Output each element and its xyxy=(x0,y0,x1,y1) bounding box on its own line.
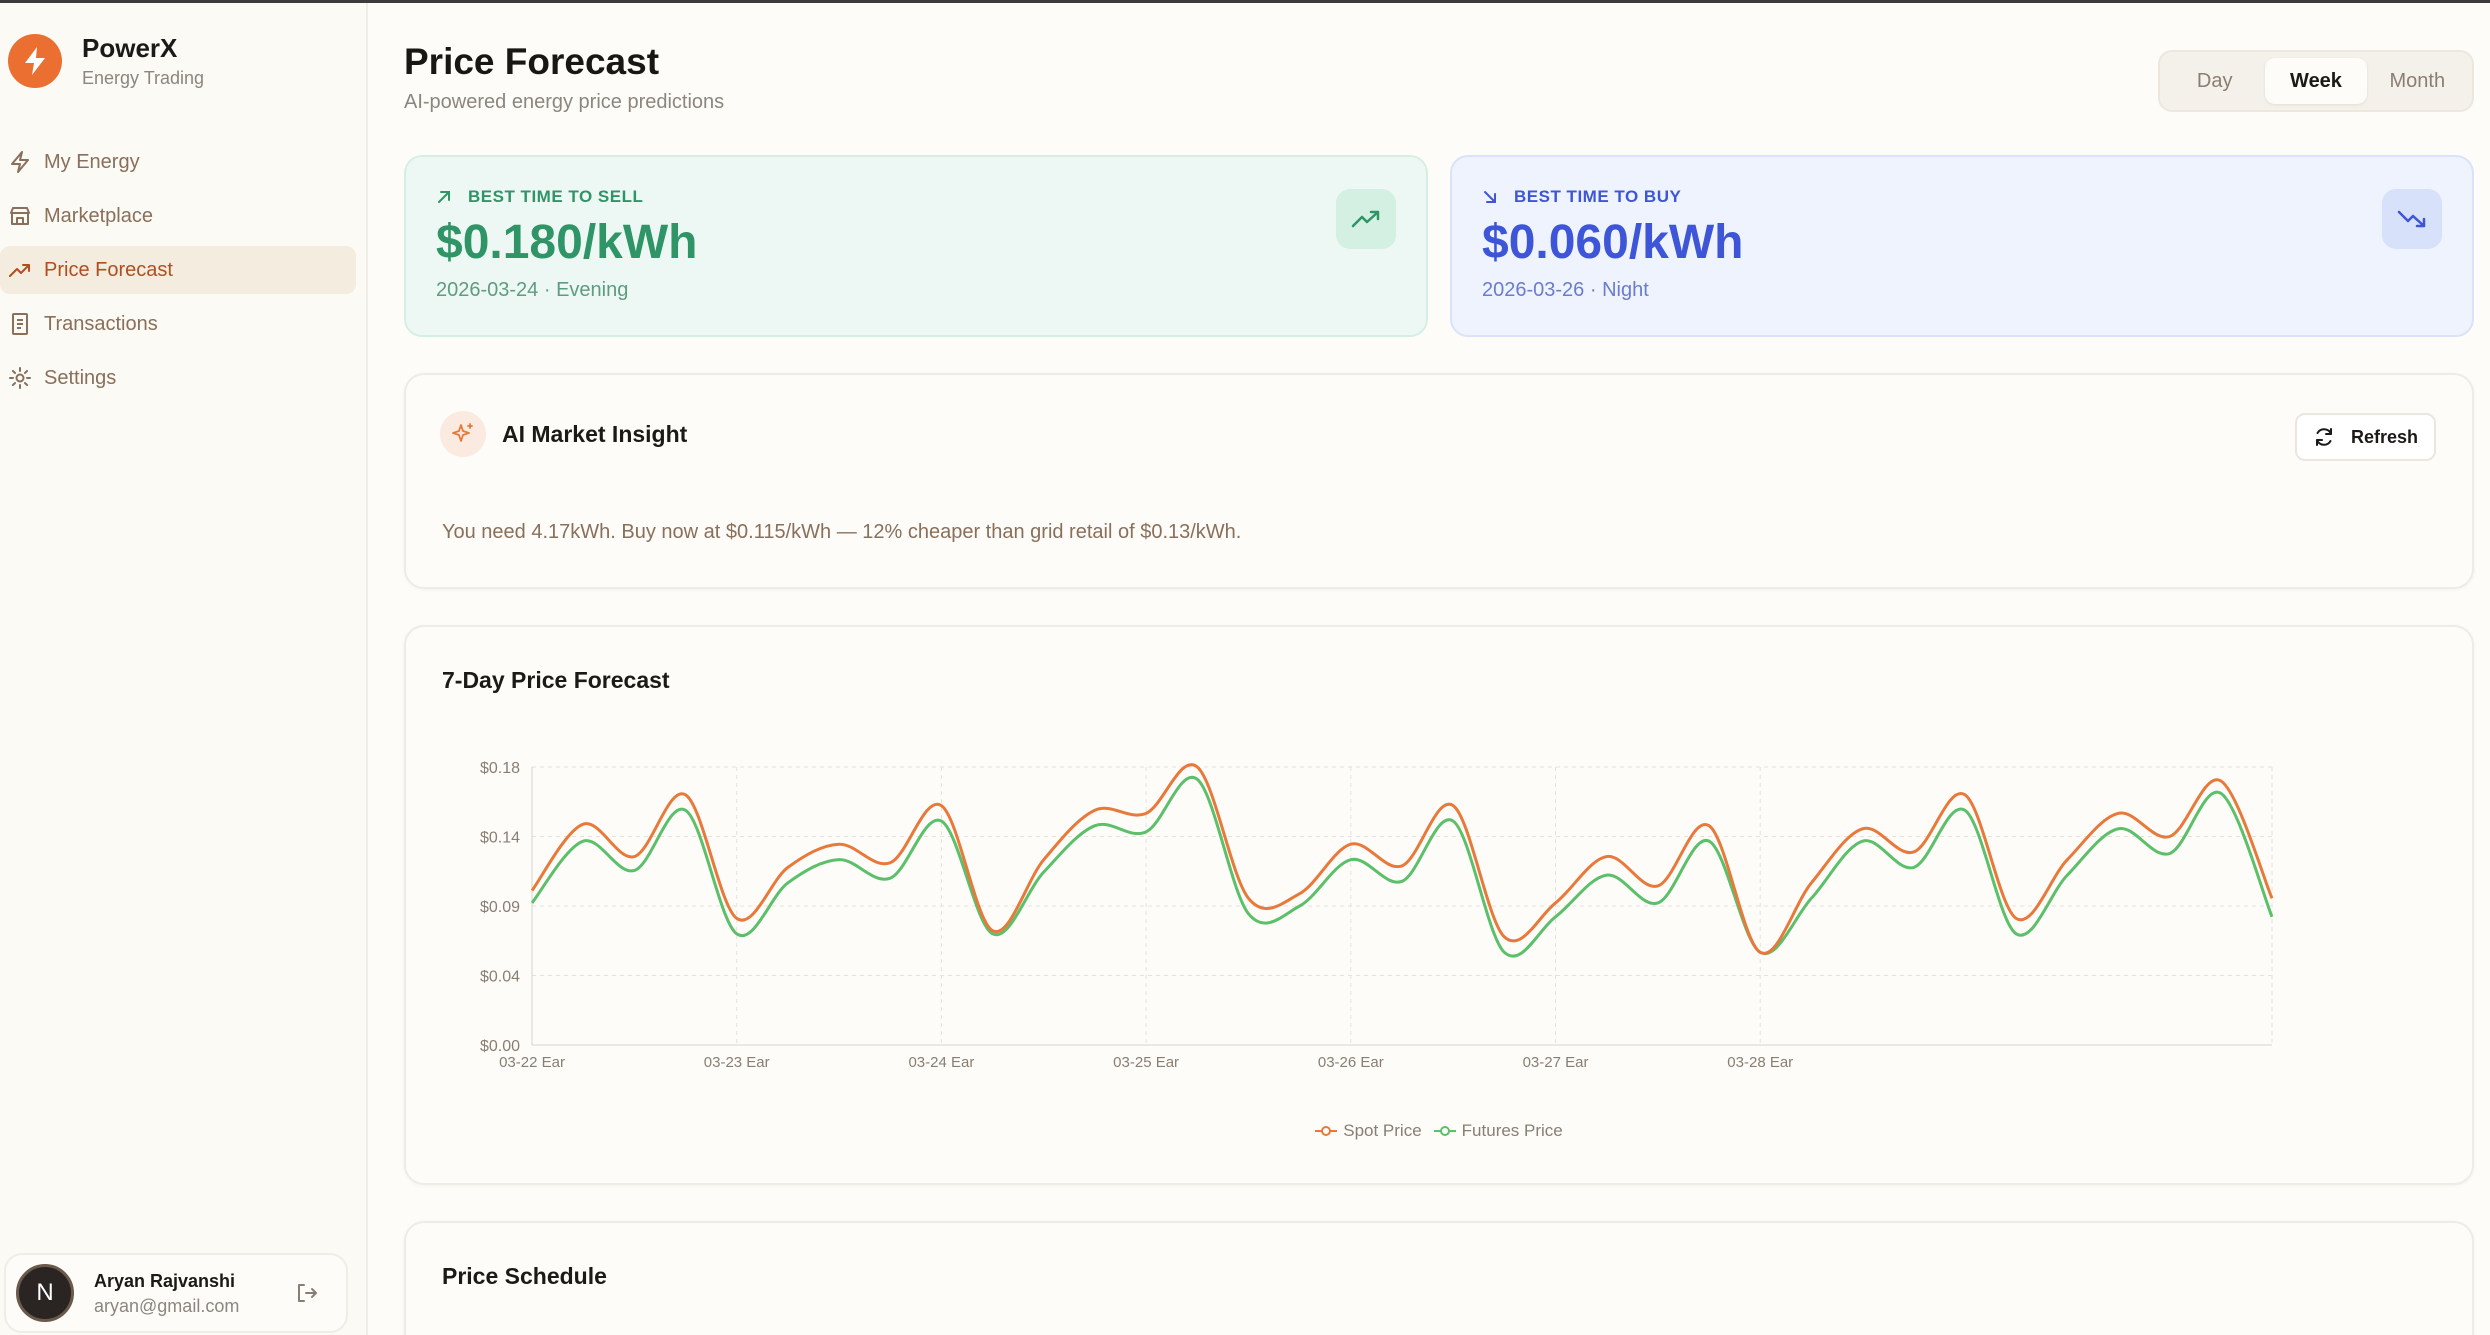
page-title: Price Forecast xyxy=(404,41,660,82)
brand-subtitle: Energy Trading xyxy=(82,68,205,88)
best-buy-card: BEST TIME TO BUY $0.060/kWh 2026-03-26 ·… xyxy=(1450,155,2474,337)
range-tab-month[interactable]: Month xyxy=(2389,70,2446,92)
x-tick-label: 03-22 Ear xyxy=(499,1054,565,1071)
x-tick-label: 03-27 Ear xyxy=(1523,1054,1589,1071)
sidebar-item-label: Settings xyxy=(44,366,117,389)
insight-text: You need 4.17kWh. Buy now at $0.115/kWh … xyxy=(442,521,1242,543)
page-subtitle: AI-powered energy price predictions xyxy=(404,91,725,113)
receipt-icon xyxy=(8,312,32,336)
refresh-label: Refresh xyxy=(2350,426,2418,447)
trend-down-icon xyxy=(2382,189,2442,249)
x-tick-label: 03-24 Ear xyxy=(908,1054,974,1071)
y-tick-label: $0.09 xyxy=(480,899,520,916)
chart-title: 7-Day Price Forecast xyxy=(442,667,670,693)
sidebar-item-settings[interactable]: Settings xyxy=(0,354,356,402)
legend-spot[interactable]: Spot Price xyxy=(1315,1121,1422,1141)
arrow-down-right-icon xyxy=(1482,187,1502,207)
ai-insight-panel: AI Market Insight Refresh You need 4.17k… xyxy=(404,373,2474,589)
y-tick-label: $0.14 xyxy=(480,830,520,847)
sidebar-item-marketplace[interactable]: Marketplace xyxy=(0,192,356,240)
buy-price: $0.060/kWh xyxy=(1482,216,1744,269)
insight-title: AI Market Insight xyxy=(502,420,688,447)
brand-name: PowerX xyxy=(82,33,178,63)
sidebar-item-transactions[interactable]: Transactions xyxy=(0,300,356,348)
arrow-up-right-icon xyxy=(436,187,456,207)
sidebar: PowerX Energy Trading My Energy Marketpl… xyxy=(0,3,368,1335)
sparkles-icon xyxy=(440,411,486,457)
range-toggle: Day Week Month xyxy=(2158,50,2474,112)
store-icon xyxy=(8,204,32,228)
user-name: Aryan Rajvanshi xyxy=(94,1271,236,1291)
legend-futures[interactable]: Futures Price xyxy=(1433,1121,1563,1141)
forecast-panel: 7-Day Price Forecast $0.00 $0.04 $0.09 $0.1… xyxy=(404,625,2474,1185)
sell-time: 2026-03-24 · Evening xyxy=(436,279,629,301)
x-tick-label: 03-26 Ear xyxy=(1318,1054,1384,1071)
avatar[interactable]: N xyxy=(16,1264,74,1322)
sidebar-item-my-energy[interactable]: My Energy xyxy=(0,138,356,186)
range-tab-week[interactable]: Week xyxy=(2265,58,2367,104)
bolt-icon xyxy=(8,150,32,174)
refresh-icon xyxy=(2313,426,2335,448)
y-tick-label: $0.18 xyxy=(480,760,520,777)
x-tick-label: 03-23 Ear xyxy=(704,1054,770,1071)
y-tick-label: $0.04 xyxy=(480,969,520,986)
legend-label: Futures Price xyxy=(1461,1121,1563,1140)
sidebar-item-label: Price Forecast xyxy=(44,258,173,281)
trend-up-icon xyxy=(1336,189,1396,249)
futures-price-line xyxy=(530,775,2274,958)
chart-legend: Spot Price Futures Price xyxy=(406,1121,2472,1141)
sidebar-item-label: My Energy xyxy=(44,150,140,173)
bolt-icon xyxy=(8,34,62,88)
y-tick-label: $0.00 xyxy=(480,1038,520,1055)
user-card: N Aryan Rajvanshi aryan@gmail.com xyxy=(4,1253,348,1333)
price-forecast-chart: $0.00 $0.04 $0.09 $0.14 $0.18 03-22 Ear 03-23 … xyxy=(480,760,2274,1071)
buy-label: BEST TIME TO BUY xyxy=(1514,187,1682,206)
sidebar-item-label: Transactions xyxy=(44,312,158,335)
legend-label: Spot Price xyxy=(1343,1121,1422,1140)
sell-price: $0.180/kWh xyxy=(436,216,698,269)
best-sell-card: BEST TIME TO SELL $0.180/kWh 2026-03-24 … xyxy=(404,155,1428,337)
gear-icon xyxy=(8,366,32,390)
logout-icon[interactable] xyxy=(292,1278,322,1308)
refresh-button[interactable]: Refresh xyxy=(2294,413,2436,461)
x-tick-label: 03-28 Ear xyxy=(1727,1054,1793,1071)
buy-time: 2026-03-26 · Night xyxy=(1482,279,1649,301)
x-tick-label: 03-25 Ear xyxy=(1113,1054,1179,1071)
schedule-title: Price Schedule xyxy=(442,1263,607,1289)
spot-price-line xyxy=(530,763,2274,955)
sell-label: BEST TIME TO SELL xyxy=(468,187,644,206)
sidebar-nav: My Energy Marketplace Price Forecast Tra… xyxy=(0,138,356,408)
price-schedule-panel: Price Schedule xyxy=(404,1221,2474,1335)
sidebar-item-label: Marketplace xyxy=(44,204,153,227)
trend-up-icon xyxy=(8,258,32,282)
range-tab-day[interactable]: Day xyxy=(2196,70,2233,92)
user-email: aryan@gmail.com xyxy=(94,1296,240,1316)
sidebar-item-price-forecast[interactable]: Price Forecast xyxy=(0,246,356,294)
brand[interactable]: PowerX Energy Trading xyxy=(8,31,204,91)
